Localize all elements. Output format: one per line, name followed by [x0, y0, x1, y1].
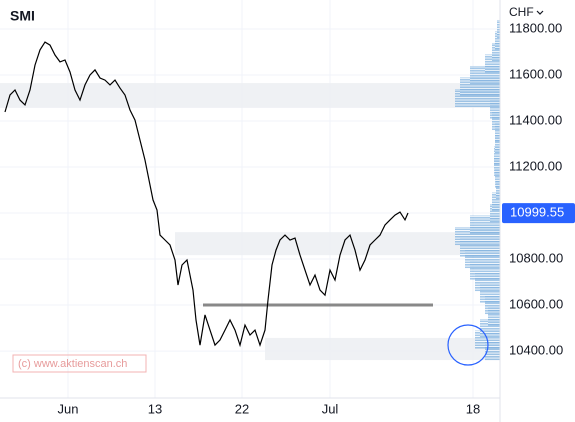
volume-profile-bar — [492, 112, 500, 131]
y-tick-label: 10400.00 — [509, 343, 563, 358]
y-tick-label: 10600.00 — [509, 296, 563, 311]
x-tick-label: Jun — [58, 401, 79, 416]
plot-area — [0, 0, 500, 398]
price-zone — [175, 232, 500, 256]
last-price-label: 10999.55 — [510, 205, 564, 220]
volume-profile-bar — [494, 158, 500, 177]
y-tick-label: 11600.00 — [509, 66, 562, 81]
currency-label[interactable]: CHF — [509, 5, 534, 19]
highlight-circle — [447, 324, 489, 366]
volume-profile-bar — [494, 146, 500, 165]
volume-profile-bar — [492, 42, 500, 61]
last-price-tag — [502, 203, 575, 224]
volume-profile-bar — [490, 204, 500, 223]
volume-profile-bar — [496, 181, 500, 200]
volume-profile-bar — [495, 135, 500, 154]
chart-title: SMI — [10, 8, 35, 24]
volume-profile-bar — [497, 19, 500, 38]
x-tick-label: 18 — [466, 401, 480, 416]
x-tick-label: 22 — [235, 401, 249, 416]
x-tick-label: Jul — [322, 401, 339, 416]
volume-profile-bar — [495, 31, 500, 50]
y-tick-label: 10800.00 — [509, 250, 563, 265]
watermark-box — [12, 354, 147, 373]
volume-profile-bar — [495, 123, 500, 142]
price-line — [4, 41, 409, 348]
y-tick-label: 11800.00 — [509, 20, 562, 35]
price-zone — [265, 337, 500, 361]
price-zone — [0, 83, 500, 108]
volume-profile-bar — [490, 100, 500, 119]
watermark: (c) www.aktienscan.ch — [18, 358, 127, 370]
y-tick-label: 11400.00 — [509, 112, 562, 127]
x-tick-label: 13 — [148, 401, 162, 416]
volume-profile-bar — [495, 169, 500, 188]
y-tick-label: 11200.00 — [509, 158, 562, 173]
currency-chevron[interactable] — [536, 10, 544, 15]
volume-profile-bar — [492, 192, 500, 211]
